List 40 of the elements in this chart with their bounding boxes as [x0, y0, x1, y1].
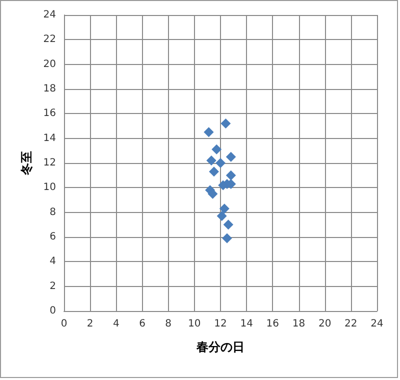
y-tick-label: 14 — [43, 132, 56, 144]
x-tick-label: 12 — [214, 318, 227, 330]
y-tick-label: 0 — [50, 306, 56, 316]
x-tick-label: 0 — [60, 318, 68, 330]
y-tick-label: 22 — [43, 34, 56, 46]
y-tick-label: 20 — [43, 58, 56, 70]
point — [219, 204, 230, 214]
y-tick-label: 12 — [43, 158, 56, 168]
point — [212, 144, 222, 154]
y-tick-label: 8 — [50, 206, 56, 218]
x-tick-label: 24 — [370, 318, 384, 330]
point — [222, 233, 232, 244]
point — [208, 166, 219, 177]
x-tick-label: 18 — [292, 318, 306, 330]
x-tick-label: 14 — [240, 318, 253, 330]
y-tick-label: 16 — [43, 108, 56, 120]
x-tick-label: 2 — [86, 318, 94, 330]
y-axis-title: 冬至 — [19, 151, 34, 176]
point — [223, 220, 234, 230]
point — [226, 152, 236, 162]
x-tick-label: 6 — [139, 318, 146, 330]
x-axis-title: 春分の日 — [196, 340, 244, 354]
point — [216, 211, 227, 222]
x-tick-label: 20 — [318, 318, 332, 330]
y-tick-label: 10 — [43, 182, 56, 194]
y-tick-label: 24 — [43, 10, 56, 20]
y-tick-label: 4 — [50, 256, 56, 268]
x-tick-label: 10 — [188, 318, 201, 330]
point — [226, 170, 236, 180]
point — [220, 118, 231, 129]
point — [216, 158, 226, 168]
y-tick-label: 6 — [50, 232, 56, 242]
x-tick-label: 16 — [266, 318, 280, 330]
y-tick-label: 2 — [50, 280, 56, 292]
x-tick-label: 8 — [165, 318, 172, 330]
x-tick-label: 4 — [112, 318, 120, 330]
point — [204, 127, 214, 138]
point — [206, 156, 216, 166]
x-tick-label: 22 — [344, 318, 358, 330]
y-tick-label: 18 — [43, 84, 56, 94]
